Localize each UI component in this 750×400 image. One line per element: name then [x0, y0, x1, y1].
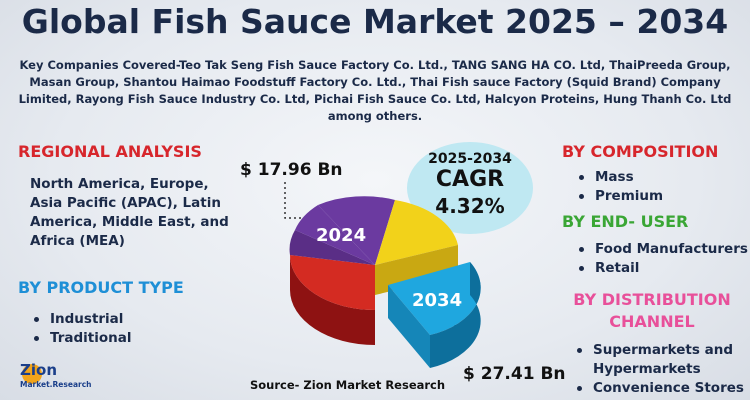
- source: Source- Zion Market Research: [250, 378, 446, 392]
- section-heading: BY PRODUCT TYPE: [18, 278, 184, 297]
- logo-mark: [22, 364, 42, 384]
- distribution-list: Supermarkets and Hypermarkets Convenienc…: [573, 341, 748, 398]
- section-heading: BY DISTRIBUTION CHANNEL: [573, 290, 731, 331]
- pie-graphic: [289, 196, 481, 368]
- section-heading: BY END- USER: [562, 212, 689, 231]
- title: Global Fish Sauce Market 2025 – 2034: [21, 2, 729, 41]
- leader-line: [284, 182, 318, 219]
- list-item: Industrial: [30, 310, 132, 329]
- cagr-value: 4.32%: [435, 194, 505, 218]
- list-item: Convenience Stores: [573, 379, 748, 398]
- list-item: Traditional: [30, 329, 132, 348]
- list-item: Retail: [575, 259, 748, 278]
- list-item: Premium: [575, 187, 663, 206]
- section-heading: BY COMPOSITION: [562, 142, 719, 161]
- year-label: 2024: [316, 225, 367, 246]
- product-list: Industrial Traditional: [30, 310, 132, 348]
- list-item: Supermarkets and Hypermarkets: [573, 341, 748, 379]
- logo-subtitle: Market.Research: [20, 380, 92, 389]
- market-value: $ 27.41 Bn: [463, 364, 566, 384]
- logo-name: Zion: [20, 361, 58, 379]
- composition-list: Mass Premium: [575, 168, 663, 206]
- cagr-bubble: [407, 142, 533, 234]
- key-companies: Key Companies Covered-Teo Tak Seng Fish …: [18, 58, 732, 123]
- market-value: $ 17.96 Bn: [240, 160, 343, 180]
- cagr-period: 2025-2034: [428, 151, 512, 167]
- list-item: Food Manufacturers: [575, 240, 748, 259]
- region-list: North America, Europe, Asia Pacific (APA…: [30, 176, 229, 249]
- end-user-list: Food Manufacturers Retail: [575, 240, 748, 278]
- list-item: Mass: [575, 168, 663, 187]
- cagr-label: CAGR: [435, 167, 505, 192]
- section-heading: REGIONAL ANALYSIS: [18, 142, 202, 161]
- year-label: 2034: [412, 290, 463, 311]
